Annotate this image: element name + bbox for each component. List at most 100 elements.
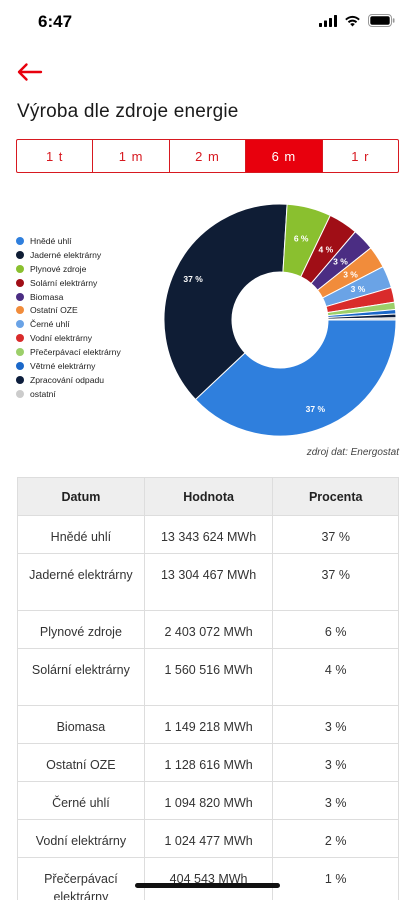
legend-item: Zpracování odpadu [16, 373, 156, 387]
legend-label: Větrné elektrárny [30, 360, 96, 371]
status-bar: 6:47 [0, 0, 415, 46]
legend-swatch [16, 361, 24, 370]
table-row: Černé uhlí 1 094 820 MWh 3 % [17, 781, 399, 820]
table-row: Solární elektrárny 1 560 516 MWh 4 % [17, 648, 399, 706]
legend-item: Hnědé uhlí [16, 234, 156, 248]
legend-item: Jaderné elektrárny [16, 248, 156, 262]
energy-source-donut-chart: 37 % 37 % 6 % 4 % 3 % 3 % 3 % [163, 203, 397, 437]
donut-slice [163, 203, 288, 401]
cell-percent: 3 % [272, 781, 399, 820]
cell-percent: 6 % [272, 610, 399, 649]
cell-source: Černé uhlí [17, 781, 145, 820]
cell-source: Biomasa [17, 705, 145, 744]
column-header-date: Datum [17, 477, 145, 516]
slice-label: 3 % [333, 257, 348, 267]
table-row: Přečerpávací elektrárny 404 543 MWh 1 % [17, 857, 399, 900]
cell-value: 13 304 467 MWh [143, 553, 274, 611]
cell-source: Jaderné elektrárny [17, 553, 145, 611]
cell-source: Přečerpávací elektrárny [17, 857, 145, 900]
cell-source: Vodní elektrárny [17, 819, 145, 858]
cell-value: 13 343 624 MWh [143, 515, 274, 554]
legend-item: Solární elektrárny [16, 276, 156, 290]
legend-swatch [16, 278, 24, 287]
wifi-icon [344, 15, 361, 27]
legend-label: Biomasa [30, 291, 64, 302]
legend-label: Solární elektrárny [30, 277, 98, 288]
home-indicator [135, 883, 280, 888]
column-header-value: Hodnota [143, 477, 274, 516]
legend-item: Černé uhlí [16, 317, 156, 331]
donut-slice [194, 319, 397, 437]
legend-label: Zpracování odpadu [30, 374, 105, 385]
tab-6-months[interactable]: 6 m [246, 140, 323, 172]
cell-source: Ostatní OZE [17, 743, 145, 782]
cell-value: 1 094 820 MWh [143, 781, 274, 820]
slice-label: 3 % [351, 284, 366, 294]
legend-item: Ostatní OZE [16, 303, 156, 317]
legend-item: Přečerpávací elektrárny [16, 345, 156, 359]
cell-percent: 3 % [272, 705, 399, 744]
cell-value: 404 543 MWh [143, 857, 274, 900]
tab-2-months[interactable]: 2 m [170, 140, 247, 172]
legend-item: Větrné elektrárny [16, 359, 156, 373]
table-row: Vodní elektrárny 1 024 477 MWh 2 % [17, 819, 399, 858]
legend-label: Ostatní OZE [30, 305, 78, 316]
chart-legend: Hnědé uhlí Jaderné elektrárny Plynové zdro… [16, 234, 156, 401]
legend-label: Vodní elektrárny [30, 333, 93, 344]
status-time: 6:47 [38, 12, 73, 31]
battery-icon [368, 14, 395, 27]
cell-source: Plynové zdroje [17, 610, 145, 649]
slice-label: 4 % [319, 245, 334, 255]
back-button[interactable] [12, 60, 46, 88]
cell-value: 2 403 072 MWh [143, 610, 274, 649]
donut-slice [327, 317, 397, 321]
legend-item: Plynové zdroje [16, 262, 156, 276]
table-row: Plynové zdroje 2 403 072 MWh 6 % [17, 610, 399, 649]
period-tabs: 1 t 1 m 2 m 6 m 1 r [16, 139, 399, 173]
table-row: Ostatní OZE 1 128 616 MWh 3 % [17, 743, 399, 782]
cell-source: Solární elektrárny [17, 648, 145, 706]
cell-percent: 1 % [272, 857, 399, 900]
cell-value: 1 024 477 MWh [143, 819, 274, 858]
slice-label: 6 % [294, 234, 309, 244]
legend-label: Plynové zdroje [30, 263, 87, 274]
slice-label: 3 % [343, 269, 358, 279]
legend-label: ostatní [30, 388, 56, 399]
cell-source: Hnědé uhlí [17, 515, 145, 554]
legend-swatch [16, 306, 24, 315]
column-header-percent: Procenta [272, 477, 399, 516]
cell-value: 1 149 218 MWh [143, 705, 274, 744]
cell-value: 1 128 616 MWh [143, 743, 274, 782]
legend-swatch [16, 236, 24, 245]
legend-swatch [16, 375, 24, 384]
legend-swatch [16, 250, 24, 259]
status-icons [319, 14, 395, 27]
legend-swatch [16, 320, 24, 329]
legend-label: Jaderné elektrárny [30, 249, 102, 260]
back-arrow-icon [15, 62, 43, 87]
legend-swatch [16, 389, 24, 398]
legend-swatch [16, 334, 24, 343]
tab-1-week[interactable]: 1 t [17, 140, 94, 172]
cellular-signal-icon [319, 14, 337, 27]
tab-1-month[interactable]: 1 m [93, 140, 170, 172]
legend-item: Biomasa [16, 290, 156, 304]
slice-label: 37 % [306, 404, 326, 414]
table-row: Biomasa 1 149 218 MWh 3 % [17, 705, 399, 744]
energy-data-table: Datum Hodnota Procenta Hnědé uhlí 13 343… [17, 477, 399, 900]
table-row: Hnědé uhlí 13 343 624 MWh 37 % [17, 515, 399, 554]
table-row: Jaderné elektrárny 13 304 467 MWh 37 % [17, 553, 399, 611]
legend-swatch [16, 292, 24, 301]
legend-swatch [16, 264, 24, 273]
cell-percent: 3 % [272, 743, 399, 782]
cell-percent: 2 % [272, 819, 399, 858]
legend-label: Hnědé uhlí [30, 235, 72, 246]
table-header-row: Datum Hodnota Procenta [17, 477, 399, 516]
legend-item: Vodní elektrárny [16, 331, 156, 345]
cell-percent: 37 % [272, 553, 399, 611]
legend-swatch [16, 348, 24, 357]
legend-label: Přečerpávací elektrárny [30, 347, 121, 358]
cell-percent: 37 % [272, 515, 399, 554]
tab-1-year[interactable]: 1 r [351, 148, 370, 164]
data-source-note: zdroj dat: Energostat [306, 447, 399, 458]
